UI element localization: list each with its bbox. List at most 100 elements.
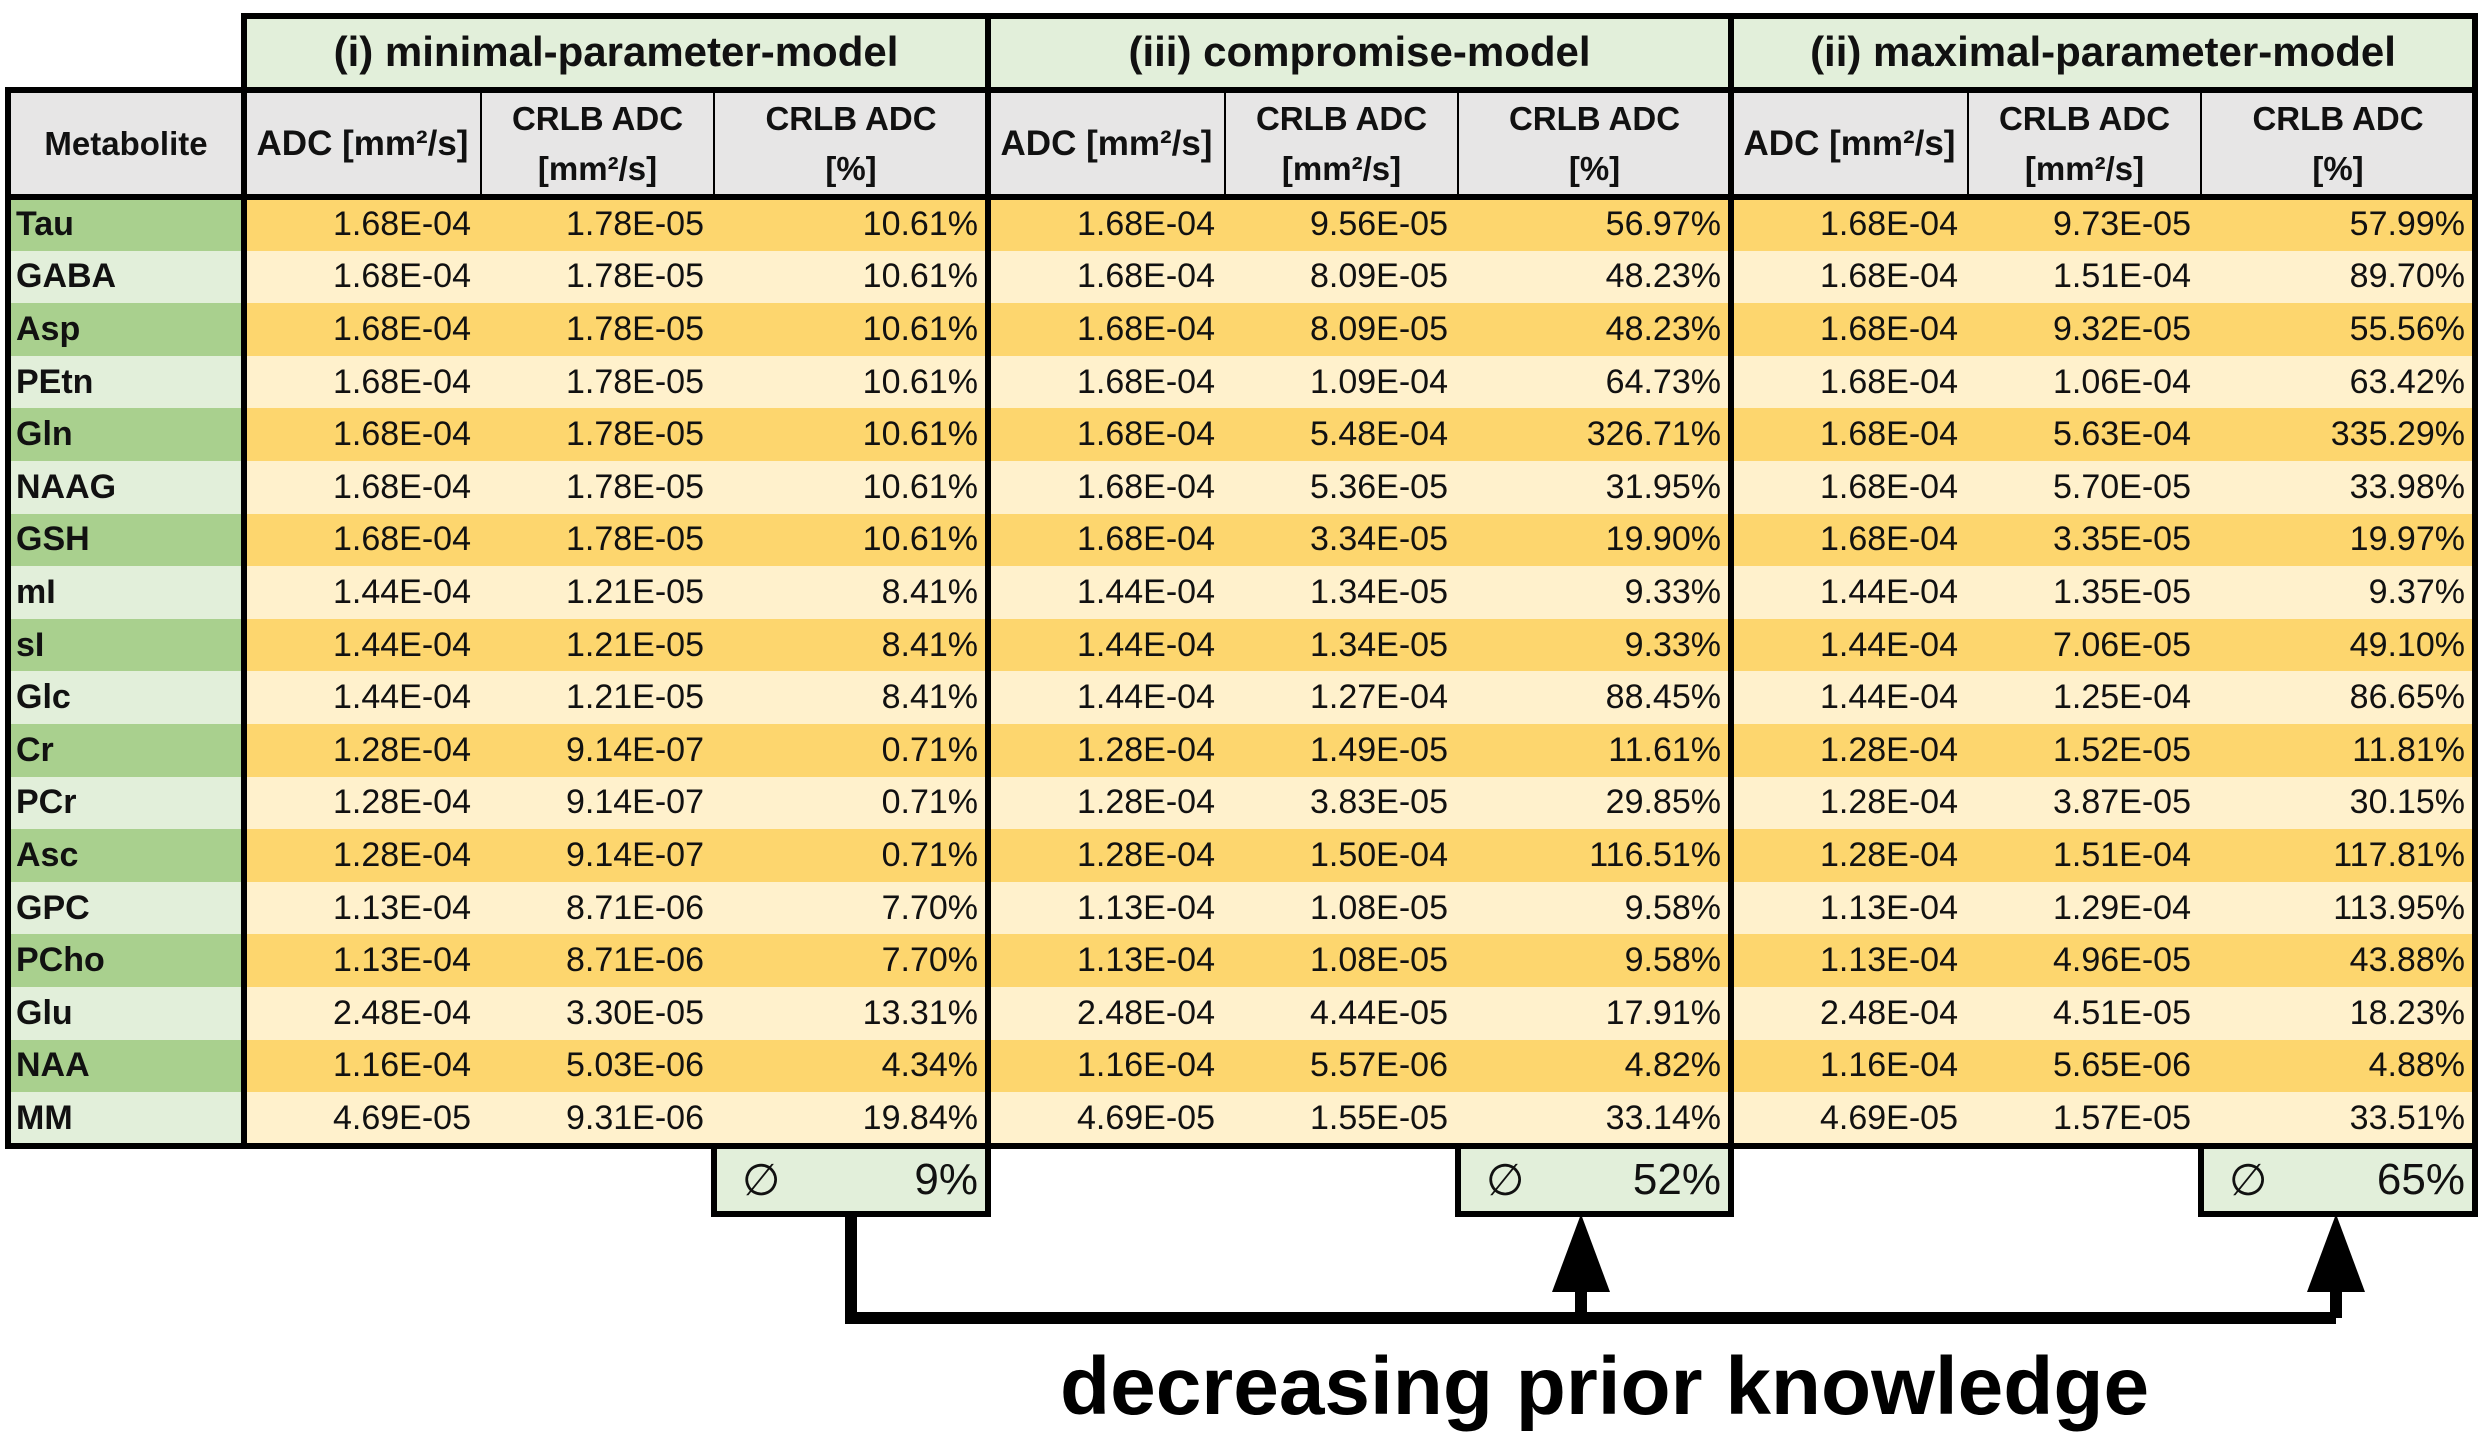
table-cell: 9.14E-07 [481, 829, 714, 882]
table-cell: 33.14% [1458, 1092, 1731, 1145]
table-cell: 1.68E-04 [988, 408, 1225, 461]
table-cell: 116.51% [1458, 829, 1731, 882]
average-value: 52% [1632, 1155, 1721, 1204]
table-cell: 2.48E-04 [1731, 987, 1968, 1040]
table-cell: 19.84% [714, 1092, 988, 1145]
table-cell: 1.68E-04 [244, 355, 481, 409]
table-cell: 48.23% [1458, 250, 1731, 304]
table-cell: 9.14E-07 [481, 776, 714, 830]
metabolite-name: MM [8, 1092, 244, 1145]
table-cell: 8.09E-05 [1225, 250, 1458, 304]
table-cell: 19.97% [2201, 513, 2475, 567]
table-cell: 1.16E-04 [988, 1039, 1225, 1093]
table-cell: 4.88% [2201, 1039, 2475, 1093]
table-cell: 5.70E-05 [1968, 461, 2201, 514]
border-line [1967, 92, 1969, 196]
table-cell: 3.87E-05 [1968, 776, 2201, 830]
table-cell: 57.99% [2201, 198, 2475, 251]
table-cell: 4.69E-05 [244, 1092, 481, 1145]
table-cell: 1.28E-04 [988, 829, 1225, 882]
table-cell: 1.68E-04 [1731, 198, 1968, 251]
table-cell: 10.61% [714, 513, 988, 567]
table-cell: 1.52E-05 [1968, 724, 2201, 777]
column-header: CRLB ADC [%] [2201, 92, 2475, 196]
table-cell: 1.68E-04 [244, 250, 481, 304]
table-cell: 1.68E-04 [1731, 355, 1968, 409]
table-cell: 1.21E-05 [481, 618, 714, 672]
table-cell: 1.34E-05 [1225, 566, 1458, 619]
column-header-line2: [mm²/s] [537, 150, 658, 187]
table-cell: 10.61% [714, 250, 988, 304]
table-cell: 1.78E-05 [481, 513, 714, 567]
column-header-line1: CRLB ADC [1508, 100, 1681, 137]
column-header: CRLB ADC [%] [1458, 92, 1731, 196]
table-cell: 7.06E-05 [1968, 618, 2201, 672]
table-cell: 4.34% [714, 1039, 988, 1093]
column-header-line2: [mm²/s] [1281, 150, 1402, 187]
table-cell: 1.09E-04 [1225, 355, 1458, 409]
border-line [241, 92, 247, 196]
table-cell: 7.70% [714, 881, 988, 935]
table-cell: 10.61% [714, 198, 988, 251]
border-line [241, 13, 247, 1148]
average-box: ∅ 65% [2201, 1146, 2475, 1214]
table-cell: 1.29E-04 [1968, 881, 2201, 935]
table-cell: 1.44E-04 [244, 671, 481, 724]
table-cell: 3.83E-05 [1225, 776, 1458, 830]
metabolite-name: NAA [8, 1039, 244, 1093]
table-cell: 1.44E-04 [244, 566, 481, 619]
table-cell: 1.68E-04 [244, 513, 481, 567]
table-cell: 1.50E-04 [1225, 829, 1458, 882]
table-cell: 17.91% [1458, 987, 1731, 1040]
table-cell: 1.13E-04 [1731, 934, 1968, 987]
table-cell: 1.28E-04 [244, 776, 481, 830]
table-cell: 18.23% [2201, 987, 2475, 1040]
table-cell: 3.30E-05 [481, 987, 714, 1040]
table-cell: 1.68E-04 [1731, 461, 1968, 514]
table-cell: 0.71% [714, 829, 988, 882]
border-line [1728, 1144, 1734, 1217]
border-line [985, 1144, 991, 1217]
table-cell: 49.10% [2201, 618, 2475, 672]
table-cell: 9.73E-05 [1968, 198, 2201, 251]
column-header: CRLB ADC [mm²/s] [1225, 92, 1458, 196]
column-header-line1: ADC [mm²/s] [1743, 124, 1956, 163]
column-header: CRLB ADC [%] [714, 92, 988, 196]
table-cell: 5.57E-06 [1225, 1039, 1458, 1093]
table-cell: 9.31E-06 [481, 1092, 714, 1145]
table-cell: 1.08E-05 [1225, 934, 1458, 987]
table-cell: 9.33% [1458, 566, 1731, 619]
table-cell: 1.51E-04 [1968, 829, 2201, 882]
table-cell: 4.82% [1458, 1039, 1731, 1093]
table-cell: 9.58% [1458, 881, 1731, 935]
metabolite-name: Cr [8, 724, 244, 777]
table-cell: 1.68E-04 [988, 198, 1225, 251]
table-cell: 335.29% [2201, 408, 2475, 461]
average-symbol: ∅ [2229, 1155, 2268, 1205]
table-cell: 33.51% [2201, 1092, 2475, 1145]
table-cell: 56.97% [1458, 198, 1731, 251]
table-cell: 1.57E-05 [1968, 1092, 2201, 1145]
table-cell: 4.51E-05 [1968, 987, 2201, 1040]
metabolite-name: Gln [8, 408, 244, 461]
metabolite-name: Glu [8, 987, 244, 1040]
column-header-line2: [mm²/s] [2024, 150, 2145, 187]
average-symbol: ∅ [742, 1155, 781, 1205]
column-header-line1: CRLB ADC [511, 100, 684, 137]
table-cell: 9.32E-05 [1968, 303, 2201, 356]
table-cell: 1.21E-05 [481, 566, 714, 619]
border-line [2472, 1144, 2478, 1217]
border-line [1455, 1211, 1734, 1217]
metabolite-name: GABA [8, 250, 244, 304]
table-cell: 10.61% [714, 355, 988, 409]
table-cell: 5.48E-04 [1225, 408, 1458, 461]
table-cell: 1.13E-04 [988, 881, 1225, 935]
table-cell: 1.25E-04 [1968, 671, 2201, 724]
table-cell: 55.56% [2201, 303, 2475, 356]
average-box: ∅ 9% [714, 1146, 988, 1214]
table-cell: 1.68E-04 [244, 408, 481, 461]
column-header-line2: [%] [2312, 150, 2364, 187]
table-cell: 3.35E-05 [1968, 513, 2201, 567]
table-cell: 1.44E-04 [244, 618, 481, 672]
table-cell: 1.68E-04 [988, 513, 1225, 567]
